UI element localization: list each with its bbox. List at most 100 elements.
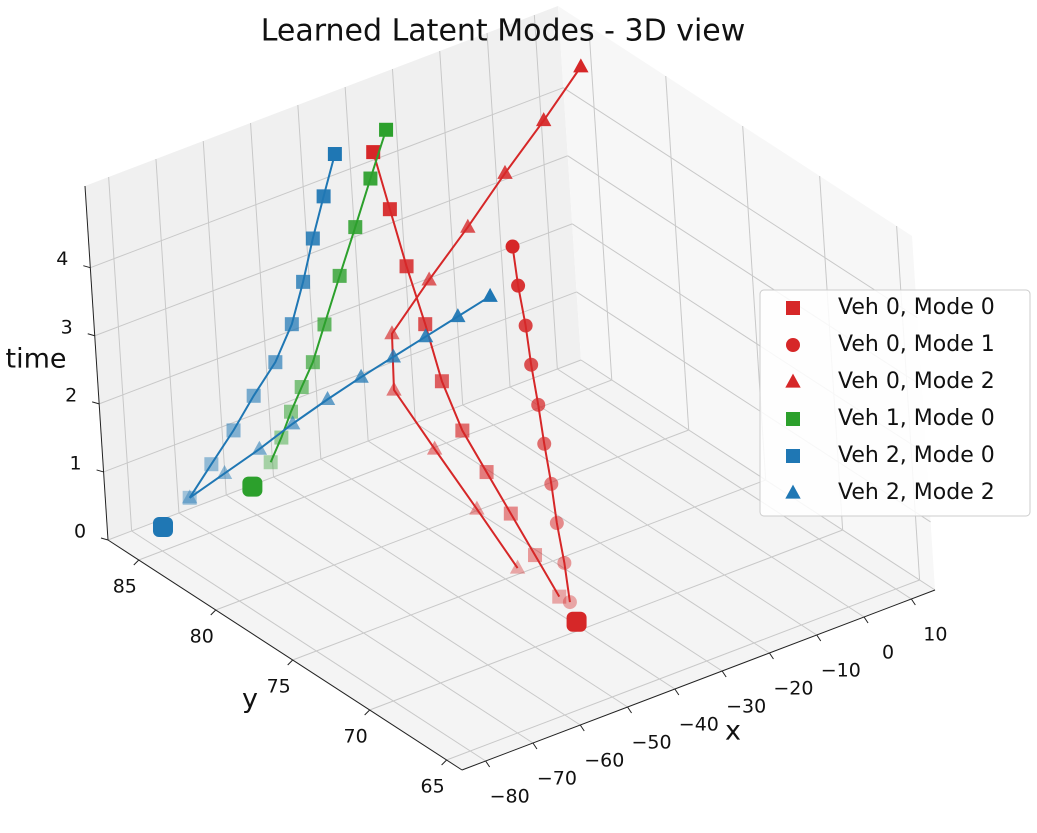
x-axis-line	[461, 589, 936, 771]
floor-pane	[108, 360, 935, 770]
trajectory-line	[189, 295, 491, 499]
point	[786, 301, 800, 315]
point	[552, 589, 567, 604]
point	[482, 287, 498, 302]
tick-mark	[910, 598, 916, 606]
tick-mark	[485, 760, 491, 768]
grid-line	[292, 479, 766, 661]
grid-line	[533, 14, 558, 370]
point	[434, 374, 449, 389]
legend-label: Veh 2, Mode 2	[838, 480, 995, 505]
grid-line	[486, 32, 511, 388]
tick-mark	[364, 709, 371, 716]
point	[332, 268, 347, 283]
grid-line	[588, 25, 613, 381]
current-position	[152, 517, 173, 537]
grid-line	[665, 75, 690, 431]
point	[283, 404, 298, 419]
grid-line	[369, 529, 843, 711]
point	[518, 318, 533, 333]
grid-line	[98, 223, 573, 405]
point	[181, 489, 198, 504]
point	[317, 317, 332, 332]
tick-mark	[92, 401, 100, 405]
point	[417, 328, 434, 343]
trajectory-line	[390, 66, 582, 569]
grid-line	[138, 379, 612, 561]
y-tick-label: 75	[267, 676, 291, 698]
grid-line	[446, 579, 920, 761]
grid-line	[439, 50, 464, 406]
tick-mark	[532, 742, 538, 750]
point	[246, 388, 261, 403]
point	[573, 58, 589, 73]
grid-line	[94, 155, 568, 337]
point	[479, 465, 494, 480]
point	[305, 355, 320, 370]
grid-line	[225, 494, 581, 726]
x-tick-label: −80	[490, 786, 530, 808]
point	[216, 465, 233, 480]
point	[385, 348, 402, 363]
point	[284, 415, 301, 430]
grid-line	[108, 176, 133, 532]
point	[497, 164, 513, 179]
y-axis-line	[107, 539, 463, 771]
axes: −80 −70 −60 −50 −40 −30 −20 −10 0 10 65 70 75 80 85 0 1 2…	[56, 185, 947, 808]
grid-line	[202, 140, 227, 496]
trajectory-line	[511, 246, 571, 603]
point	[226, 423, 241, 438]
x-tick-label: −40	[679, 714, 719, 736]
x-tick-label: −70	[537, 768, 577, 790]
point	[531, 397, 546, 412]
point	[511, 278, 526, 293]
point	[549, 516, 564, 531]
point	[785, 373, 801, 388]
point	[509, 559, 526, 574]
point	[528, 548, 543, 563]
tick-mark	[816, 634, 822, 642]
point	[785, 484, 801, 499]
x-tick-label: −50	[631, 732, 671, 754]
legend-label: Veh 0, Mode 2	[838, 369, 995, 394]
grid-line	[415, 422, 770, 654]
tick-mark	[100, 537, 109, 541]
grid-line	[103, 291, 577, 473]
point	[537, 436, 552, 451]
marks	[152, 58, 589, 632]
point	[305, 231, 320, 246]
point	[294, 380, 309, 395]
point	[786, 412, 800, 426]
point	[379, 122, 394, 137]
x-tick-label: −30	[726, 696, 766, 718]
point	[505, 239, 520, 254]
chart-title: Learned Latent Modes - 3D view	[261, 14, 746, 49]
tick-mark	[210, 609, 217, 616]
point	[469, 500, 485, 515]
point	[562, 595, 577, 610]
z-axis-label: time	[5, 344, 66, 375]
tick-mark	[627, 706, 632, 714]
point	[204, 457, 219, 472]
point	[455, 423, 470, 438]
grid-line	[462, 404, 818, 636]
grid-line	[557, 368, 912, 600]
z-tick-label: 2	[65, 384, 77, 406]
z-tick-label: 3	[61, 316, 73, 338]
grid-line	[367, 440, 723, 672]
point	[319, 390, 336, 405]
tick-mark	[287, 659, 294, 666]
point	[251, 440, 268, 455]
grid-line	[580, 359, 936, 591]
point	[535, 112, 552, 127]
point	[348, 220, 363, 235]
point	[557, 555, 572, 570]
point	[268, 355, 283, 370]
y-tick-label: 85	[113, 576, 137, 598]
z-tick-label: 0	[74, 521, 86, 543]
point	[384, 325, 400, 340]
point	[363, 171, 378, 186]
grid-line	[178, 512, 534, 744]
grid-line	[215, 429, 689, 611]
